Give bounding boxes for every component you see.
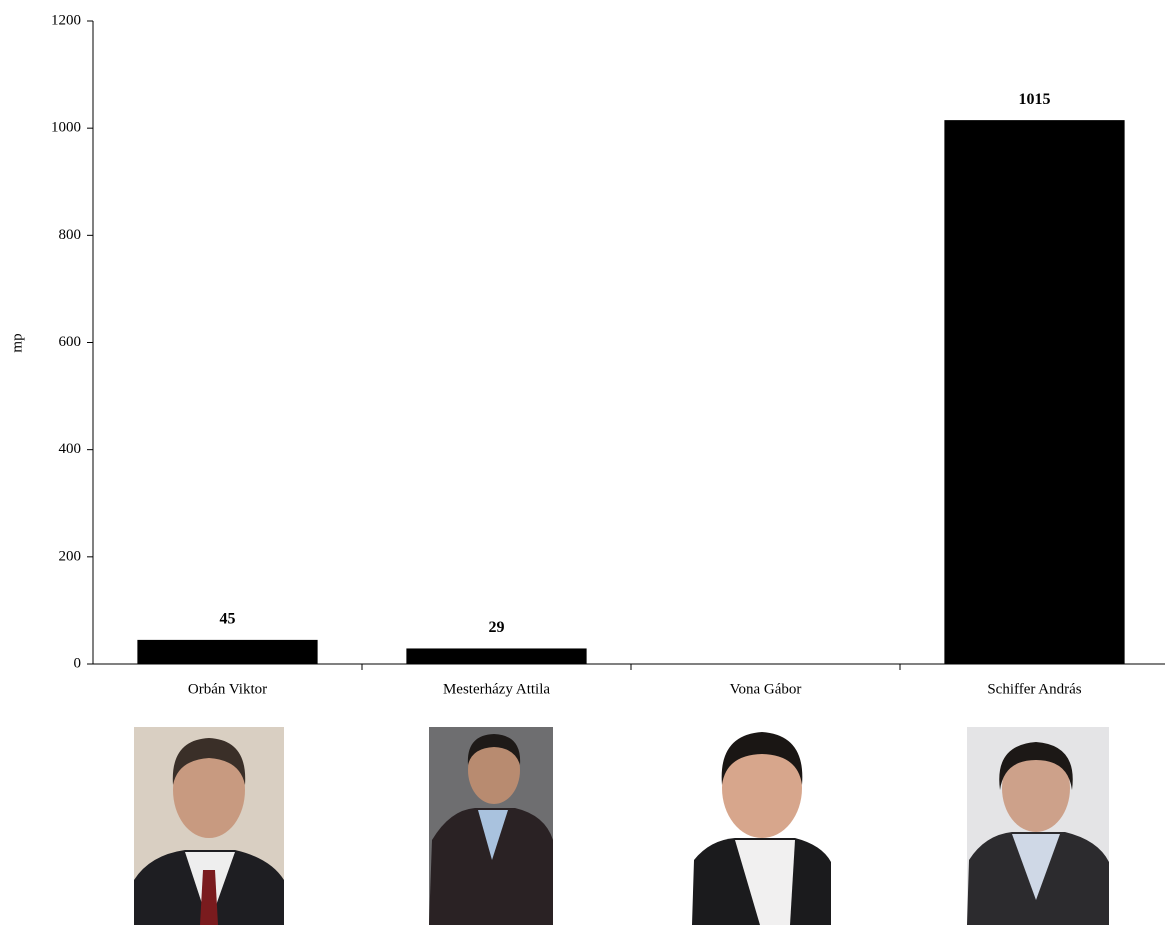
y-tick-label: 200 — [59, 548, 82, 564]
value-label: 45 — [220, 611, 236, 628]
y-tick-label: 1000 — [51, 120, 81, 136]
bar — [944, 120, 1125, 665]
bar — [137, 639, 318, 664]
x-tick-label: Mesterházy Attila — [443, 681, 550, 697]
bar — [406, 648, 587, 664]
x-tick-label: Orbán Viktor — [188, 681, 267, 697]
photos — [134, 727, 1109, 925]
y-axis-label: mp — [9, 333, 25, 352]
y-tick-label: 600 — [59, 334, 82, 350]
photo — [429, 727, 553, 925]
value-label: 1015 — [1019, 91, 1051, 108]
x-tick-label: Vona Gábor — [730, 681, 802, 697]
y-tick-label: 1200 — [51, 12, 81, 28]
photo — [134, 727, 284, 925]
photo — [692, 727, 831, 925]
photo — [967, 727, 1109, 925]
value-label: 29 — [489, 619, 505, 636]
y-tick-label: 0 — [74, 655, 82, 671]
x-tick-label: Schiffer András — [987, 681, 1081, 697]
y-tick-label: 800 — [59, 227, 82, 243]
y-tick-label: 400 — [59, 441, 82, 457]
